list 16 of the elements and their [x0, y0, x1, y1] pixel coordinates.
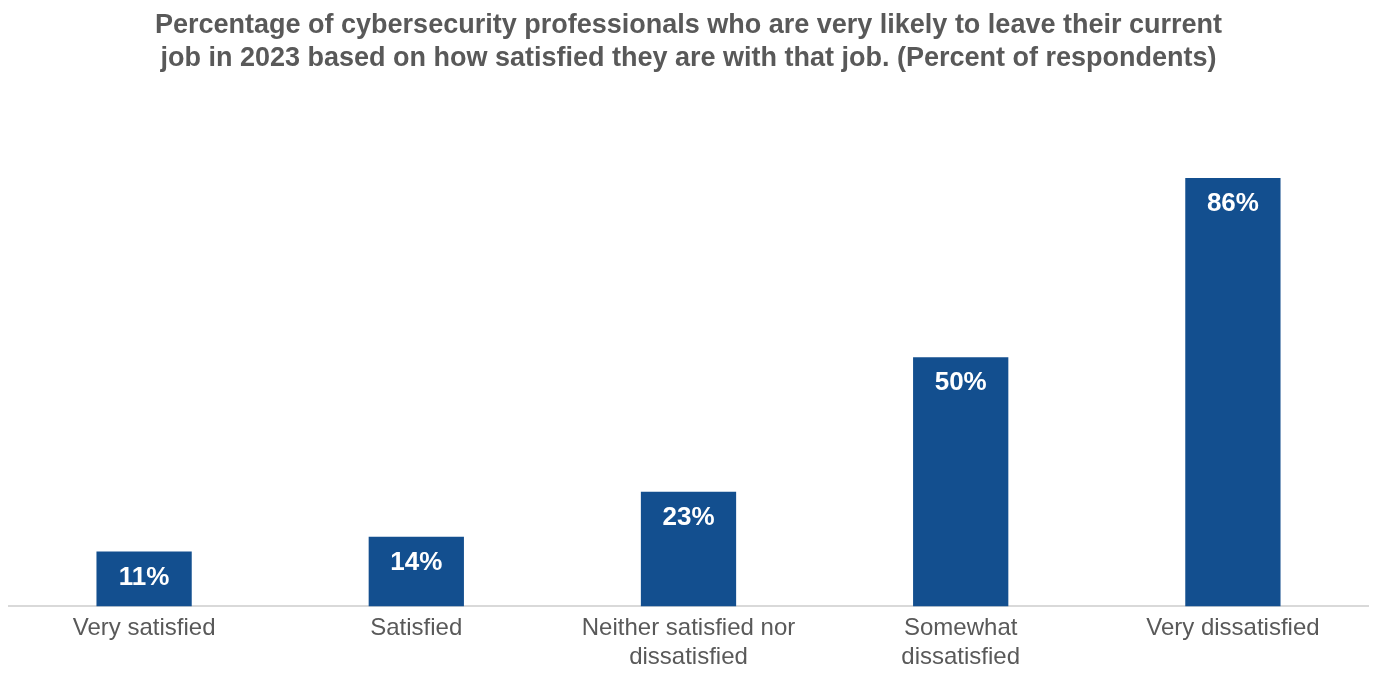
chart-title: Percentage of cybersecurity professionals who are very likely to leave their current job in 2023 based on how satisfied they are with that job. (Percent of respondents) — [154, 8, 1223, 74]
data-label: 14% — [390, 545, 443, 576]
x-tick-label: Neither satisfied nor dissatisfied — [581, 613, 796, 670]
x-tick-label: Very dissatisfied — [1146, 613, 1320, 641]
x-tick-label: Somewhat dissatisfied — [901, 613, 1021, 670]
data-label: 23% — [662, 500, 715, 531]
data-label: 11% — [118, 560, 170, 591]
data-label: 86% — [1206, 187, 1259, 218]
x-tick-label: Very satisfied — [72, 613, 216, 641]
bar — [368, 536, 464, 607]
x-tick-label: Satisfied — [370, 613, 463, 641]
bar — [1185, 177, 1281, 607]
bar — [913, 357, 1009, 607]
bar — [96, 551, 192, 607]
data-label: 50% — [934, 366, 987, 397]
bar — [640, 491, 737, 607]
